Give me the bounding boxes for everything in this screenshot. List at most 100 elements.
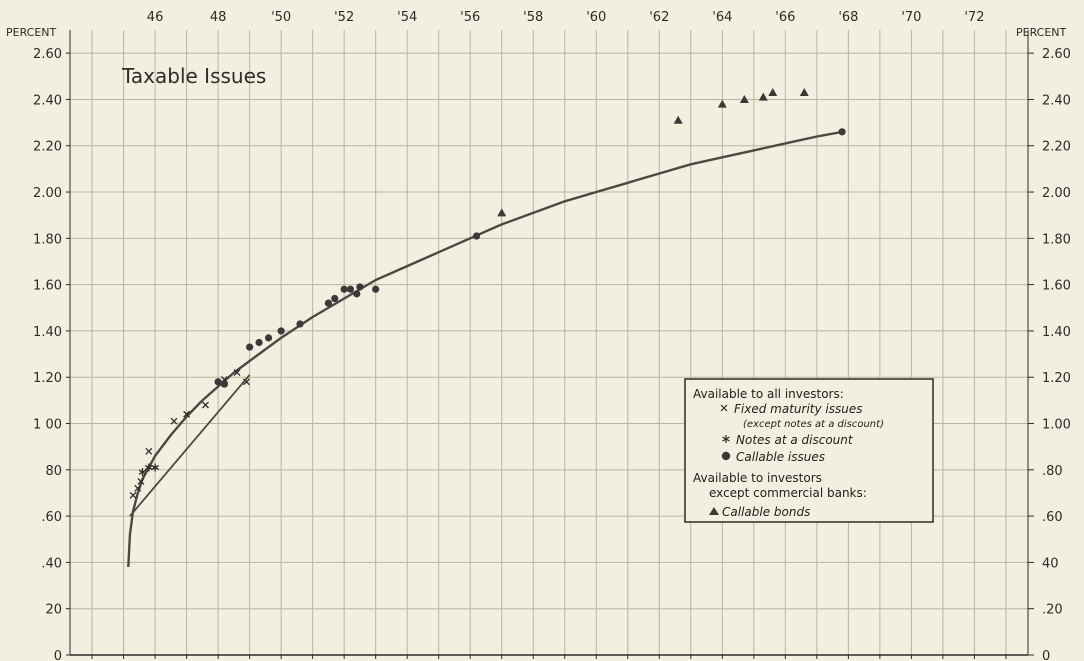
- y-tick-label-right: 1.20: [1042, 371, 1071, 386]
- fixed-maturity-stroke: [243, 378, 250, 386]
- fixed-maturity-stroke: [134, 484, 142, 492]
- legend-item-notes-discount: Notes at a discount: [736, 433, 854, 447]
- x-tick-label: '70: [901, 10, 921, 25]
- legend-marker-dot: [721, 451, 731, 461]
- axes: 0 20 .40 .60 80 1 00 1.20 1.40 1.60 1.80 2.00 2.20 2…: [33, 10, 1071, 661]
- y-tick-label-left: 0: [54, 649, 62, 661]
- fixed-maturity-stroke: [145, 447, 153, 455]
- x-tick-label: '54: [397, 10, 417, 25]
- callable-bond-point: [739, 94, 749, 103]
- legend-item-fixed-maturity-note: (except notes at a discount): [743, 419, 884, 430]
- discount-note-stroke: [144, 464, 153, 471]
- callable-bond-point: [673, 115, 683, 124]
- fixed-maturity-stroke: [183, 410, 191, 418]
- callable-issue-point: [346, 285, 355, 293]
- y-tick-label-right: 2.00: [1042, 186, 1071, 201]
- callable-issue-point: [255, 338, 263, 347]
- legend-box: [684, 378, 934, 523]
- fixed-maturity-point: [233, 369, 241, 377]
- x-tick-label: '56: [460, 10, 480, 25]
- y-tick-label-right: .20: [1042, 603, 1063, 618]
- callable-issue-point: [353, 290, 361, 298]
- legend-item-callable-issues: Callable issues: [736, 450, 825, 464]
- y-tick-label-right: .80: [1042, 464, 1063, 479]
- x-tick-label: '64: [712, 10, 732, 25]
- y-tick-label-right: 1.00: [1042, 418, 1071, 433]
- y-tick-label-left: 1.60: [33, 279, 62, 294]
- x-tick-label: '72: [964, 10, 984, 25]
- legend-heading-except-banks-2: except commercial banks:: [709, 486, 867, 500]
- y-tick-label-right: .60: [1042, 510, 1063, 525]
- callable-bond-point: [768, 88, 778, 96]
- callable-issue-point: [296, 320, 304, 328]
- y-unit-right: PERCENT: [1016, 26, 1067, 39]
- y-tick-label-right: 1.80: [1042, 232, 1071, 247]
- discount-note-stroke: [151, 464, 159, 471]
- fixed-maturity-point: [183, 410, 191, 418]
- callable-bond-point: [497, 208, 507, 217]
- x-tick-label: '50: [271, 10, 291, 25]
- x-tick-label: '58: [523, 10, 543, 25]
- y-tick-label-left: 1.40: [33, 325, 62, 340]
- y-tick-label-right: 2.20: [1042, 140, 1071, 155]
- y-tick-label-left: 2.60: [33, 47, 62, 62]
- fixed-maturity-point: [137, 477, 145, 485]
- legend-item-fixed-maturity: Fixed maturity issues: [734, 402, 862, 416]
- callable-issue-point: [324, 299, 333, 307]
- y-tick-label-left: 1.20: [33, 371, 62, 386]
- secondary-curve-segment: [129, 374, 251, 517]
- y-tick-label-left: 1 00: [33, 418, 62, 433]
- x-tick-label: '68: [838, 10, 858, 25]
- x-tick-label: '62: [649, 10, 669, 25]
- grid: [70, 30, 1028, 656]
- callable-issue-point: [372, 285, 380, 293]
- y-tick-label-left: 2.00: [33, 186, 62, 201]
- x-tick-label: '52: [334, 10, 354, 25]
- fixed-maturity-stroke: [202, 401, 209, 409]
- legend-marker-x: [720, 404, 728, 412]
- legend-item-callable-bonds: Callable bonds: [722, 505, 810, 519]
- fixed-maturity-point: [145, 447, 153, 455]
- data-points: [129, 88, 846, 499]
- y-tick-label-left: .60: [41, 510, 62, 525]
- x-tick-label: '66: [775, 10, 795, 25]
- y-tick-label-right: 1.40: [1042, 325, 1071, 340]
- fixed-maturity-point: [170, 417, 178, 425]
- discount-note-point: [151, 463, 159, 472]
- x-tick-label: 46: [147, 10, 164, 25]
- callable-issue-point: [246, 343, 254, 351]
- discount-note-stroke: [138, 469, 147, 475]
- callable-issue-point: [472, 232, 481, 240]
- y-tick-label-left: 80: [45, 464, 62, 479]
- callable-bond-point: [717, 99, 727, 108]
- callable-issue-point: [331, 294, 339, 303]
- fixed-maturity-point: [202, 401, 209, 409]
- x-tick-label: '60: [586, 10, 606, 25]
- legend-heading-all-investors: Available to all investors:: [693, 387, 844, 401]
- y-tick-label-left: 1.80: [33, 232, 62, 247]
- callable-issue-point: [340, 285, 348, 293]
- fixed-maturity-stroke: [129, 491, 137, 499]
- y-tick-label-left: 20: [45, 603, 62, 618]
- fixed-maturity-point: [243, 378, 250, 386]
- callable-bond-point: [758, 92, 768, 101]
- callable-issue-point: [220, 380, 229, 388]
- discount-note-point: [138, 468, 147, 477]
- fixed-maturity-stroke: [233, 369, 241, 377]
- callable-issue-point: [356, 283, 364, 291]
- y-tick-label-left: 2.20: [33, 140, 62, 155]
- discount-note-point: [144, 463, 153, 472]
- y-tick-label-right: 2.60: [1042, 47, 1071, 62]
- legend-marker-asterisk: [722, 435, 730, 443]
- y-tick-label-right: 1.60: [1042, 279, 1071, 294]
- chart-title: Taxable Issues: [121, 64, 266, 88]
- y-tick-label-left: .40: [41, 556, 62, 571]
- callable-bond-point: [799, 88, 809, 96]
- callable-issue-point: [214, 378, 222, 386]
- fixed-maturity-point: [129, 491, 137, 499]
- y-tick-label-right: 0: [1042, 649, 1050, 661]
- callable-issue-point: [838, 128, 846, 136]
- callable-issue-point: [264, 334, 273, 342]
- y-unit-left: PERCENT: [6, 26, 57, 39]
